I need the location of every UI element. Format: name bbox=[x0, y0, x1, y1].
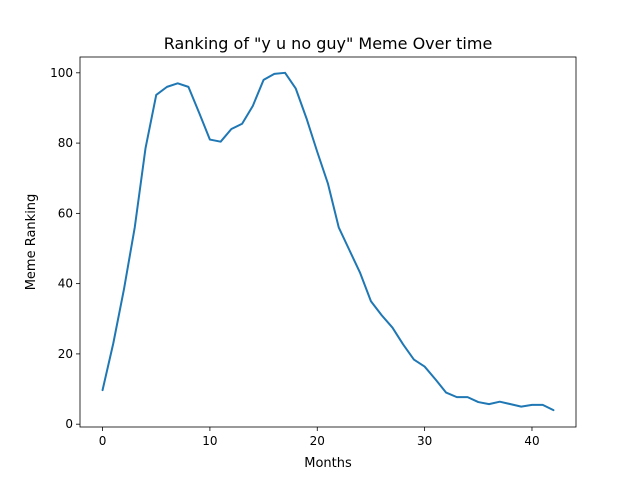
x-tick-label: 20 bbox=[310, 434, 325, 448]
y-axis-label: Meme Ranking bbox=[24, 194, 39, 291]
x-tick-label: 40 bbox=[524, 434, 539, 448]
y-tick-label: 60 bbox=[58, 206, 73, 220]
y-tick-label: 0 bbox=[65, 417, 73, 431]
y-tick-label: 40 bbox=[58, 277, 73, 291]
x-axis-label: Months bbox=[304, 456, 352, 471]
x-tick-label: 30 bbox=[417, 434, 432, 448]
x-axis: 0 10 20 30 40 bbox=[99, 427, 540, 448]
y-tick-label: 80 bbox=[58, 136, 73, 150]
x-tick-label: 0 bbox=[99, 434, 107, 448]
x-tick-label: 10 bbox=[202, 434, 217, 448]
series-line bbox=[101, 71, 555, 412]
y-axis: 0 20 40 60 80 100 bbox=[50, 66, 80, 431]
plot-frame bbox=[79, 56, 577, 428]
series-group bbox=[101, 71, 555, 412]
y-tick-label: 20 bbox=[58, 347, 73, 361]
chart-title: Ranking of "y u no guy" Meme Over time bbox=[164, 34, 493, 53]
y-tick-label: 100 bbox=[50, 66, 73, 80]
